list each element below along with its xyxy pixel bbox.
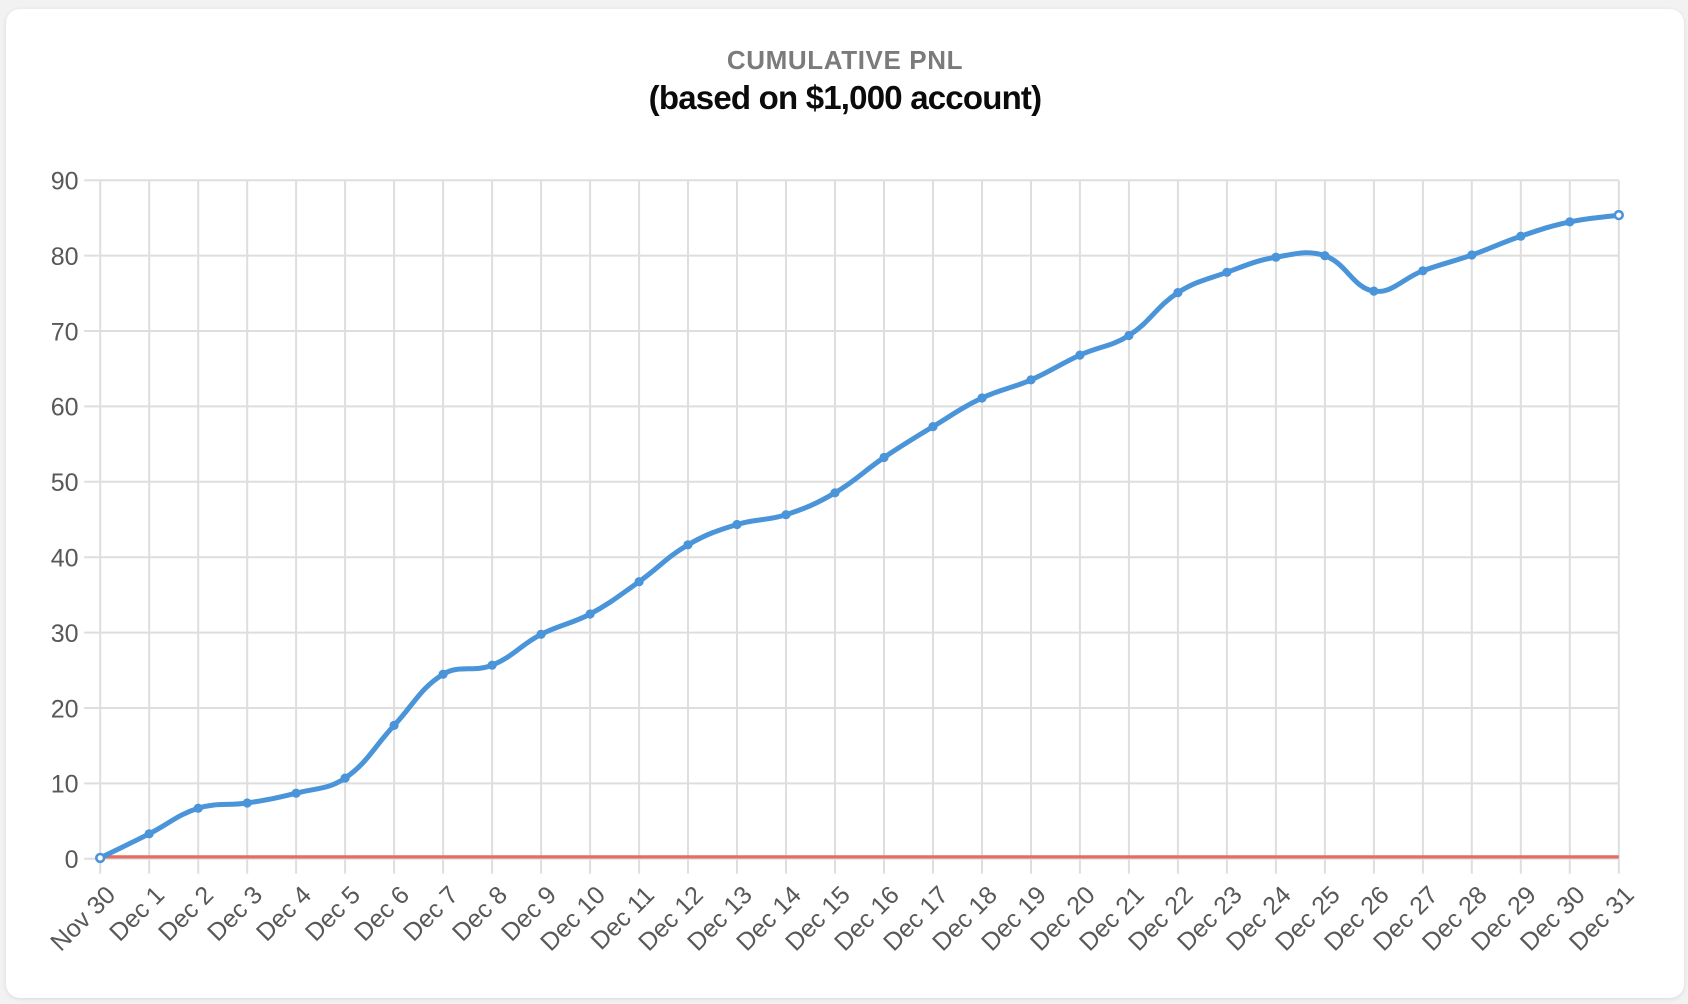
svg-text:Dec 6: Dec 6 — [349, 881, 415, 947]
svg-text:90: 90 — [51, 168, 79, 196]
svg-text:Dec 2: Dec 2 — [153, 881, 219, 947]
svg-text:Dec 3: Dec 3 — [202, 881, 268, 947]
svg-text:60: 60 — [51, 394, 79, 422]
svg-text:Dec 5: Dec 5 — [300, 881, 366, 947]
svg-text:0: 0 — [65, 846, 79, 874]
svg-text:40: 40 — [51, 545, 79, 573]
svg-text:80: 80 — [51, 243, 79, 271]
svg-text:Dec 1: Dec 1 — [104, 881, 170, 947]
svg-text:10: 10 — [51, 771, 79, 799]
svg-text:Dec 7: Dec 7 — [398, 881, 464, 947]
svg-text:Dec 4: Dec 4 — [251, 881, 317, 947]
svg-text:50: 50 — [51, 469, 79, 497]
svg-text:Nov 30: Nov 30 — [45, 881, 121, 957]
svg-text:30: 30 — [51, 620, 79, 648]
svg-text:Dec 8: Dec 8 — [447, 881, 513, 947]
svg-text:20: 20 — [51, 695, 79, 723]
svg-text:70: 70 — [51, 318, 79, 346]
